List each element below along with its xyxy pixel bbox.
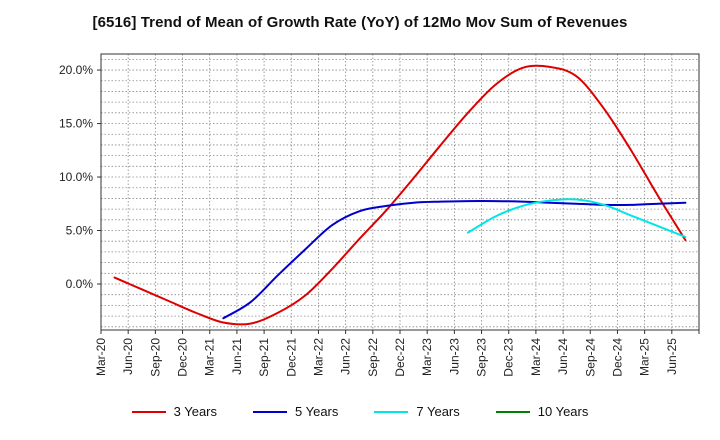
legend-item: 7 Years	[374, 404, 460, 419]
x-tick-label: Jun-23	[447, 338, 461, 375]
x-tick-label: Jun-25	[665, 338, 679, 375]
legend-item: 3 Years	[131, 404, 217, 419]
x-tick-label: Mar-20	[94, 338, 108, 376]
legend: 3 Years 5 Years 7 Years 10 Years	[0, 404, 720, 419]
x-tick-label: Dec-20	[176, 338, 190, 377]
series-line-7-years	[466, 198, 687, 238]
x-tick-label: Mar-22	[311, 338, 325, 376]
series-line-3-years	[113, 64, 687, 326]
legend-label: 5 Years	[295, 404, 339, 419]
legend-item: 10 Years	[495, 404, 589, 419]
x-tick-label: Mar-23	[420, 338, 434, 376]
x-tick-label: Sep-23	[475, 338, 489, 377]
x-tick-label: Sep-22	[366, 338, 380, 377]
y-tick-label: 15.0%	[59, 117, 93, 131]
x-tick-label: Jun-24	[556, 338, 570, 375]
x-tick-label: Jun-21	[230, 338, 244, 375]
x-tick-label: Dec-23	[502, 338, 516, 377]
legend-swatch	[374, 410, 409, 413]
legend-item: 5 Years	[253, 404, 338, 419]
legend-label: 7 Years	[416, 404, 460, 419]
legend-label: 10 Years	[537, 404, 589, 419]
legend-swatch	[495, 410, 530, 413]
y-tick-label: 10.0%	[59, 170, 93, 184]
x-tick-label: Dec-24	[610, 338, 624, 377]
x-tick-label: Mar-21	[203, 338, 217, 376]
x-tick-label: Dec-21	[284, 338, 298, 377]
x-tick-label: Jun-22	[339, 338, 353, 375]
x-tick-label: Sep-20	[148, 338, 162, 377]
x-tick-label: Sep-21	[257, 338, 271, 377]
x-tick-label: Mar-25	[638, 338, 652, 376]
x-tick-label: Sep-24	[583, 338, 597, 377]
legend-swatch	[131, 410, 166, 413]
legend-label: 3 Years	[173, 404, 217, 419]
x-tick-label: Dec-22	[393, 338, 407, 377]
y-tick-label: 5.0%	[66, 224, 94, 238]
y-tick-label: 0.0%	[66, 277, 94, 291]
x-tick-label: Mar-24	[529, 338, 543, 376]
y-tick-label: 20.0%	[59, 63, 93, 77]
legend-swatch	[253, 410, 287, 413]
x-tick-label: Jun-20	[121, 338, 135, 375]
chart-title: [6516] Trend of Mean of Growth Rate (YoY…	[92, 14, 628, 31]
